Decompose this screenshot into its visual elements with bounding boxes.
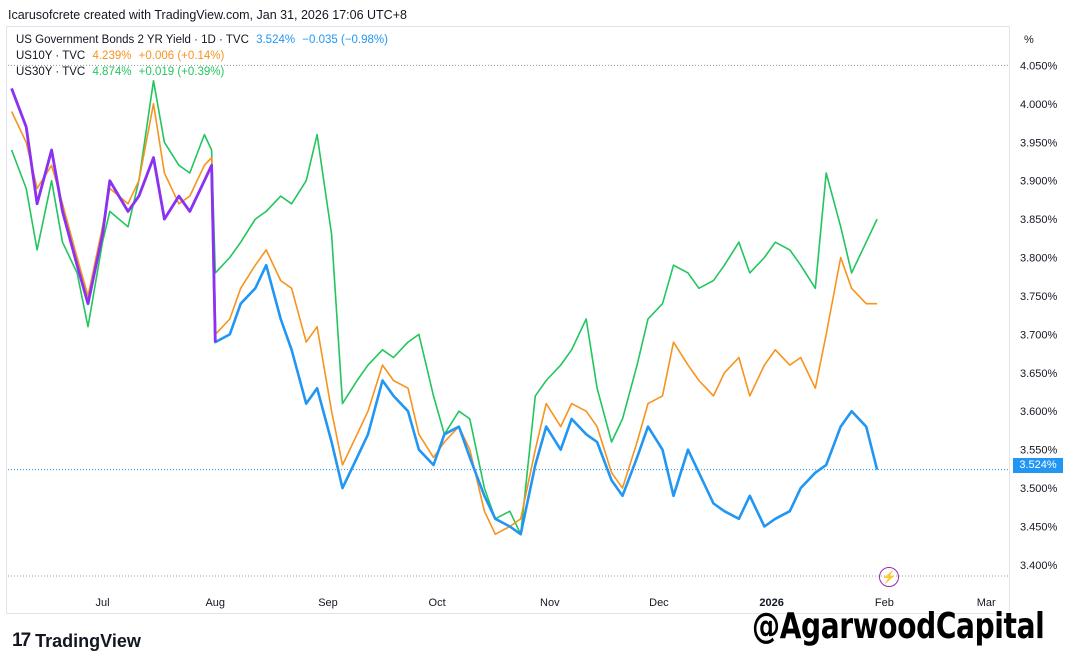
chart-attribution: Icarusofcrete created with TradingView.c…: [8, 8, 407, 22]
y-tick-label: 3.400%: [1020, 560, 1058, 572]
x-tick-label: Aug: [205, 597, 225, 609]
legend-2yr-name: US Government Bonds 2 YR Yield · 1D · TV…: [16, 34, 249, 46]
y-tick-label: 3.450%: [1020, 522, 1058, 534]
y-tick-label: 3.650%: [1020, 368, 1058, 380]
chart-frame: [6, 26, 1010, 614]
y-tick-label: 4.050%: [1020, 60, 1058, 72]
x-tick-label: Feb: [875, 597, 894, 609]
y-tick-label: 3.800%: [1020, 253, 1058, 265]
legend-row-2yr[interactable]: US Government Bonds 2 YR Yield · 1D · TV…: [16, 32, 388, 48]
y-tick-label: 3.850%: [1020, 214, 1058, 226]
price-axis-unit[interactable]: %: [1024, 34, 1034, 46]
y-tick-label: 3.550%: [1020, 445, 1058, 457]
legend-10y-name: US10Y · TVC: [16, 50, 86, 62]
tradingview-logo-icon: 17: [12, 630, 31, 651]
legend-10y-change: +0.006 (+0.14%): [138, 50, 225, 62]
y-tick-label: 3.600%: [1020, 406, 1058, 418]
lightning-bolt-icon[interactable]: ⚡: [879, 567, 899, 587]
series-line-2yr: [10, 88, 879, 536]
y-tick-label: 3.950%: [1020, 137, 1058, 149]
legend-row-10y[interactable]: US10Y · TVC 4.239% +0.006 (+0.14%): [16, 48, 388, 64]
legend-30y-name: US30Y · TVC: [16, 66, 86, 78]
y-tick-label: 4.000%: [1020, 99, 1058, 111]
x-tick-label: Oct: [429, 597, 446, 609]
y-tick-label: 3.750%: [1020, 291, 1058, 303]
x-tick-label: Dec: [649, 597, 669, 609]
legend-10y-value: 4.239%: [92, 50, 132, 62]
legend-2yr-change: −0.035 (−0.98%): [302, 34, 388, 46]
series-line-2yr-highlight: [10, 88, 217, 343]
legend-2yr-value: 3.524%: [256, 34, 296, 46]
x-tick-label: Sep: [318, 597, 338, 609]
series-legend: US Government Bonds 2 YR Yield · 1D · TV…: [16, 32, 388, 80]
y-tick-label: 3.500%: [1020, 483, 1058, 495]
x-tick-label: Jul: [96, 597, 110, 609]
legend-30y-change: +0.019 (+0.39%): [138, 66, 225, 78]
tradingview-logo[interactable]: 17 TradingView: [12, 630, 141, 652]
x-tick-label: Nov: [540, 597, 560, 609]
x-tick-label: 2026: [759, 597, 783, 609]
series-line-30y: [10, 80, 878, 536]
series-line-10y: [10, 103, 878, 536]
y-tick-label: 3.900%: [1020, 176, 1058, 188]
legend-30y-value: 4.874%: [92, 66, 132, 78]
legend-row-30y[interactable]: US30Y · TVC 4.874% +0.019 (+0.39%): [16, 64, 388, 80]
tradingview-logo-text: TradingView: [35, 630, 141, 651]
x-tick-label: Mar: [977, 597, 996, 609]
watermark-text: @AgarwoodCapital: [752, 606, 1045, 647]
current-price-tag: 3.524%: [1013, 458, 1063, 473]
y-tick-label: 3.700%: [1020, 329, 1058, 341]
